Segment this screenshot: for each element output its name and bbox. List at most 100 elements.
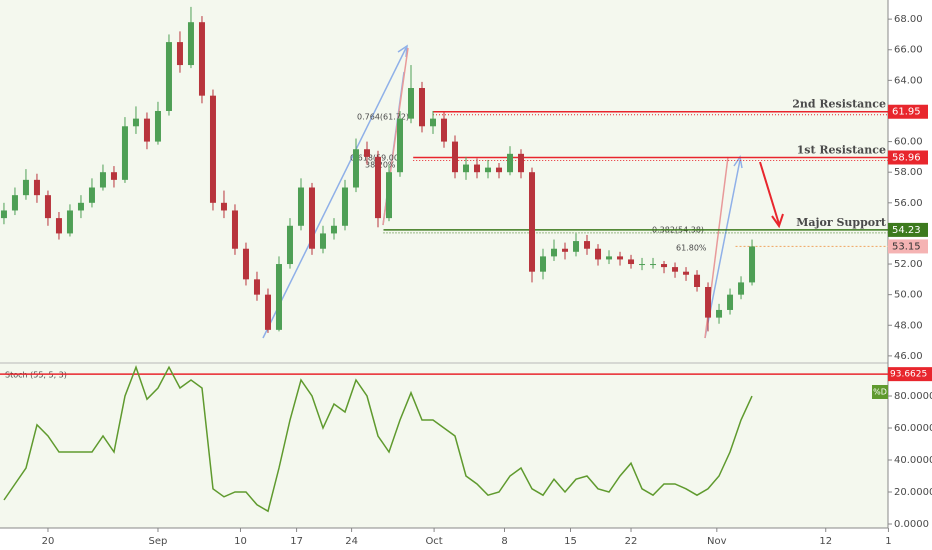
candle-body xyxy=(463,164,470,173)
candle-body xyxy=(551,248,558,257)
candle-body xyxy=(396,118,403,173)
forecast-arrow xyxy=(759,161,780,225)
candle-body xyxy=(77,202,84,211)
level-price-label: 61.95 xyxy=(892,107,921,118)
candle-body xyxy=(628,259,635,265)
candle-body xyxy=(44,195,51,219)
candle-body xyxy=(584,241,591,249)
x-tick-label: 17 xyxy=(290,536,303,547)
level-price-box xyxy=(888,222,928,237)
candle-body xyxy=(154,110,161,142)
candle-body xyxy=(308,187,315,249)
candle-body xyxy=(496,167,503,173)
candle-body xyxy=(441,118,447,142)
candle-body xyxy=(275,264,282,330)
level-label: 2nd Resistance xyxy=(792,98,886,111)
candle-body xyxy=(198,22,205,96)
legend-label: %D xyxy=(873,388,887,397)
candle-body xyxy=(573,241,580,252)
x-tick-label: 24 xyxy=(345,536,358,547)
x-tick-label: Sep xyxy=(149,536,168,547)
candle-body xyxy=(363,149,370,157)
indicator-title: Stoch (55, 5, 3) xyxy=(5,371,67,380)
candle-body xyxy=(595,248,602,260)
candle-body xyxy=(253,279,260,295)
x-tick-label: 15 xyxy=(564,536,577,547)
candle-body xyxy=(121,126,128,180)
candle-body xyxy=(330,225,337,234)
level-price-box xyxy=(888,239,928,254)
candle-body xyxy=(352,149,359,188)
candle-body xyxy=(474,164,481,173)
x-tick-label: 1 xyxy=(885,536,891,547)
candle-body xyxy=(727,294,734,310)
candle-body xyxy=(672,267,679,272)
candle-body xyxy=(209,95,216,203)
candle-body xyxy=(88,187,95,203)
candle-body xyxy=(749,246,756,283)
candle-body xyxy=(485,167,492,173)
candle-body xyxy=(187,22,194,66)
candle-body xyxy=(452,141,459,173)
candle-body xyxy=(297,187,304,226)
x-tick-label: Oct xyxy=(425,536,442,547)
candle-body xyxy=(529,172,536,272)
candle-body xyxy=(110,172,117,180)
axis-background xyxy=(888,0,932,550)
candle-body xyxy=(738,282,745,295)
y-tick-label: 68.00 xyxy=(894,14,923,25)
candle-body xyxy=(220,202,227,211)
trend-arrow xyxy=(262,47,407,339)
arrow-head xyxy=(397,44,408,58)
candle-body xyxy=(165,42,172,111)
y-tick-label: 40.0000 xyxy=(894,455,932,466)
candle-body xyxy=(55,218,62,234)
level-price-label: 93.6625 xyxy=(890,370,927,380)
y-tick-label: 46.00 xyxy=(894,351,923,362)
plot-background xyxy=(0,0,888,528)
level-label: 1st Resistance xyxy=(797,144,886,157)
x-tick-label: 10 xyxy=(234,536,247,547)
candle-body xyxy=(617,256,624,260)
candle-body xyxy=(716,309,723,318)
candle-body xyxy=(286,225,293,265)
fib-label: 0.764(61.72) xyxy=(357,113,409,122)
candle-body xyxy=(33,179,40,196)
candle-body xyxy=(507,153,514,173)
x-tick-label: 12 xyxy=(819,536,832,547)
candle-body xyxy=(11,195,18,211)
candle-body xyxy=(694,274,701,287)
candle-body xyxy=(429,118,436,127)
candle-body xyxy=(562,248,569,252)
candle-body xyxy=(231,210,238,249)
y-tick-label: 52.00 xyxy=(894,259,923,270)
x-tick-label: 20 xyxy=(42,536,55,547)
y-tick-label: 64.00 xyxy=(894,75,923,86)
y-tick-label: 56.00 xyxy=(894,198,923,209)
y-tick-label: 0.0000 xyxy=(894,519,929,530)
candle-body xyxy=(518,153,525,173)
candle-body xyxy=(639,264,646,266)
level-label: Major Support xyxy=(796,216,887,229)
fib-label: 61.80% xyxy=(676,244,707,253)
candle-body xyxy=(22,179,29,196)
y-tick-label: 20.0000 xyxy=(894,487,932,498)
candle-body xyxy=(418,88,425,127)
level-price-label: 54.23 xyxy=(892,225,921,236)
y-tick-label: 58.00 xyxy=(894,167,923,178)
candle-body xyxy=(683,271,690,275)
candle-body xyxy=(143,118,150,142)
y-tick-label: 80.0000 xyxy=(894,391,932,402)
candle-body xyxy=(99,172,106,188)
x-tick-label: Nov xyxy=(707,536,727,547)
y-tick-label: 50.00 xyxy=(894,290,923,301)
y-tick-label: 66.00 xyxy=(894,45,923,56)
candle-body xyxy=(242,248,249,280)
candle-body xyxy=(705,286,712,318)
candle-body xyxy=(540,256,547,272)
candle-body xyxy=(341,187,348,226)
stoch-line xyxy=(3,365,753,513)
x-tick-label: 22 xyxy=(625,536,638,547)
candle-body xyxy=(407,88,414,119)
y-tick-label: 60.0000 xyxy=(894,423,932,434)
